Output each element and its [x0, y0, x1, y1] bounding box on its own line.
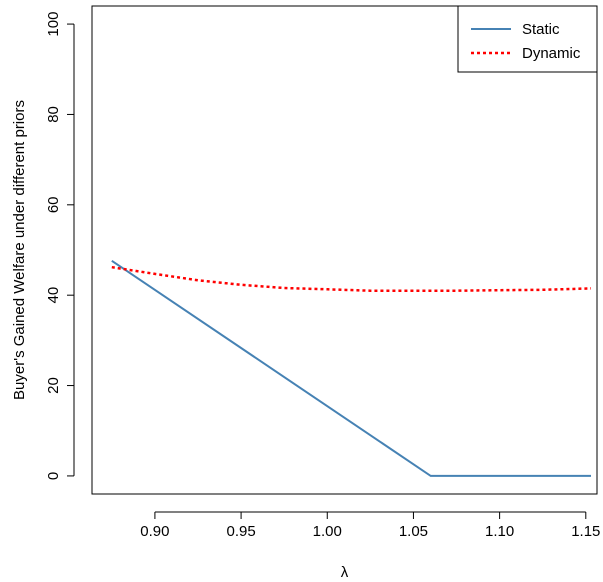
x-tick-label: 1.10 [485, 523, 514, 540]
x-tick-label: 1.05 [399, 523, 428, 540]
y-tick-label: 100 [45, 12, 62, 37]
x-axis: 0.90 0.95 1.00 1.05 1.10 1.15 [140, 511, 600, 540]
legend: Static Dynamic [457, 5, 598, 73]
x-axis-title: λ [341, 564, 349, 581]
y-tick-label: 40 [45, 287, 62, 304]
y-axis-title: Buyer's Gained Welfare under different p… [11, 100, 28, 400]
x-tick-label: 0.95 [226, 523, 255, 540]
x-tick-label: 1.15 [571, 523, 600, 540]
legend-label-dynamic: Dynamic [522, 45, 581, 62]
plot-frame [91, 5, 598, 495]
series-line-static [111, 259, 591, 477]
y-tick-label: 0 [45, 472, 62, 480]
y-tick-label: 80 [45, 106, 62, 123]
series-layer [111, 259, 592, 477]
legend-label-static: Static [522, 21, 560, 38]
y-axis: 0 20 40 60 80 100 [45, 12, 75, 480]
legend-box [457, 5, 598, 73]
series-line-dynamic [111, 265, 592, 292]
x-tick-label: 1.00 [313, 523, 342, 540]
y-tick-label: 60 [45, 196, 62, 213]
x-tick-label: 0.90 [140, 523, 169, 540]
y-tick-label: 20 [45, 377, 62, 394]
